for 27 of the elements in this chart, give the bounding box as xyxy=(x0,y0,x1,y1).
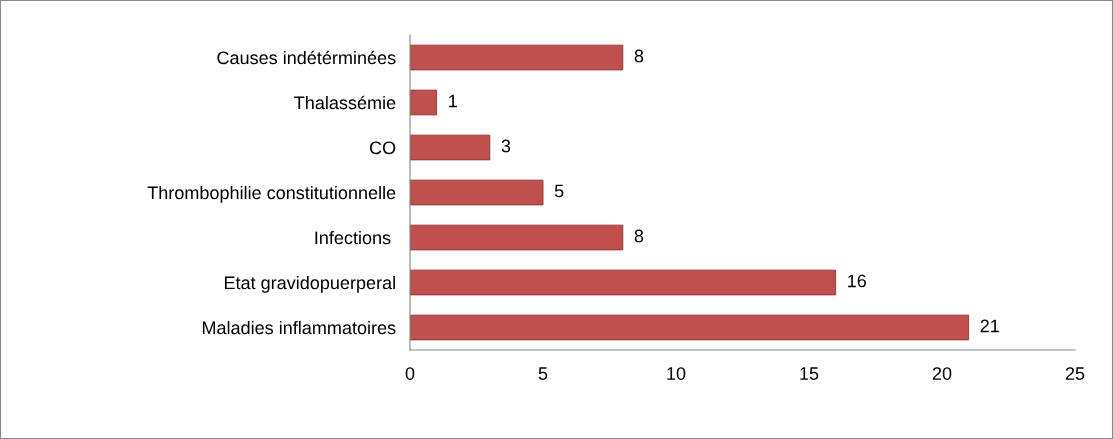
x-tick-label: 25 xyxy=(1065,367,1085,380)
y-tick-label: CO xyxy=(369,141,396,155)
x-tick-label: 15 xyxy=(800,367,819,380)
x-tick-label: 10 xyxy=(667,367,686,380)
x-tick-label: 20 xyxy=(932,367,952,380)
x-tick-label: 5 xyxy=(538,367,548,380)
y-tick-label: Causes indétérminées xyxy=(217,50,396,65)
y-tick-label: Thrombophilie constitutionnelle xyxy=(147,185,396,203)
y-tick-label: Thalassémie xyxy=(294,95,396,110)
y-tick-label: Infections xyxy=(315,230,391,245)
data-label: 8 xyxy=(634,49,644,63)
bar xyxy=(410,314,970,341)
x-tick-label: 0 xyxy=(405,367,415,380)
bar xyxy=(410,44,624,71)
y-tick-label: Etat gravidopuerperal xyxy=(224,275,395,293)
data-label: 5 xyxy=(554,184,564,198)
data-label: 21 xyxy=(980,319,999,333)
bar xyxy=(410,89,438,116)
bar xyxy=(410,224,624,251)
bar xyxy=(410,134,491,161)
y-tick-label: Maladies inflammatoires xyxy=(202,320,396,335)
data-label: 3 xyxy=(501,139,511,153)
bar xyxy=(410,269,837,296)
bar xyxy=(410,179,544,206)
data-label: 1 xyxy=(449,94,457,108)
data-label: 8 xyxy=(634,229,644,243)
data-label: 16 xyxy=(848,274,866,288)
